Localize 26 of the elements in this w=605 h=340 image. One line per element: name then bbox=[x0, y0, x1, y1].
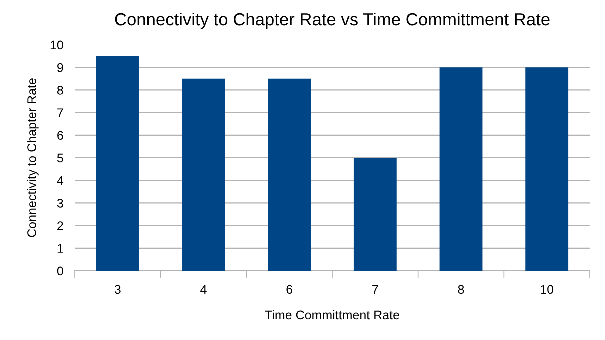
x-tick-label: 10 bbox=[541, 285, 554, 294]
y-tick-label: 7 bbox=[58, 108, 64, 118]
y-tick-label: 1 bbox=[58, 244, 64, 253]
x-tick-label: 6 bbox=[286, 285, 293, 294]
bar bbox=[440, 68, 483, 271]
bar bbox=[354, 158, 397, 271]
bar bbox=[182, 78, 226, 271]
y-tick-label: 2 bbox=[58, 222, 64, 230]
y-tick-label: 9 bbox=[58, 63, 64, 72]
x-tick-label: 3 bbox=[114, 285, 121, 294]
y-tick-label: 0 bbox=[57, 266, 64, 276]
y-tick-label: 3 bbox=[57, 199, 64, 208]
bar bbox=[96, 56, 140, 271]
x-axis-title: Time Committment Rate bbox=[265, 310, 400, 320]
x-tick-label: 7 bbox=[372, 285, 378, 294]
y-tick-label: 5 bbox=[57, 154, 64, 163]
bar bbox=[268, 78, 312, 271]
y-tick-label: 6 bbox=[58, 131, 64, 140]
bar bbox=[526, 68, 569, 271]
y-tick-label: 4 bbox=[57, 176, 64, 186]
chart-title: Connectivity to Chapter Rate vs Time Committment Rate bbox=[115, 12, 550, 30]
x-tick-label: 4 bbox=[200, 285, 207, 294]
y-tick-label: 8 bbox=[57, 86, 64, 95]
x-tick-label: 8 bbox=[458, 285, 464, 294]
y-tick-label: 10 bbox=[50, 40, 64, 50]
y-axis-title: Connectivity to Chapter Rate bbox=[27, 78, 39, 238]
